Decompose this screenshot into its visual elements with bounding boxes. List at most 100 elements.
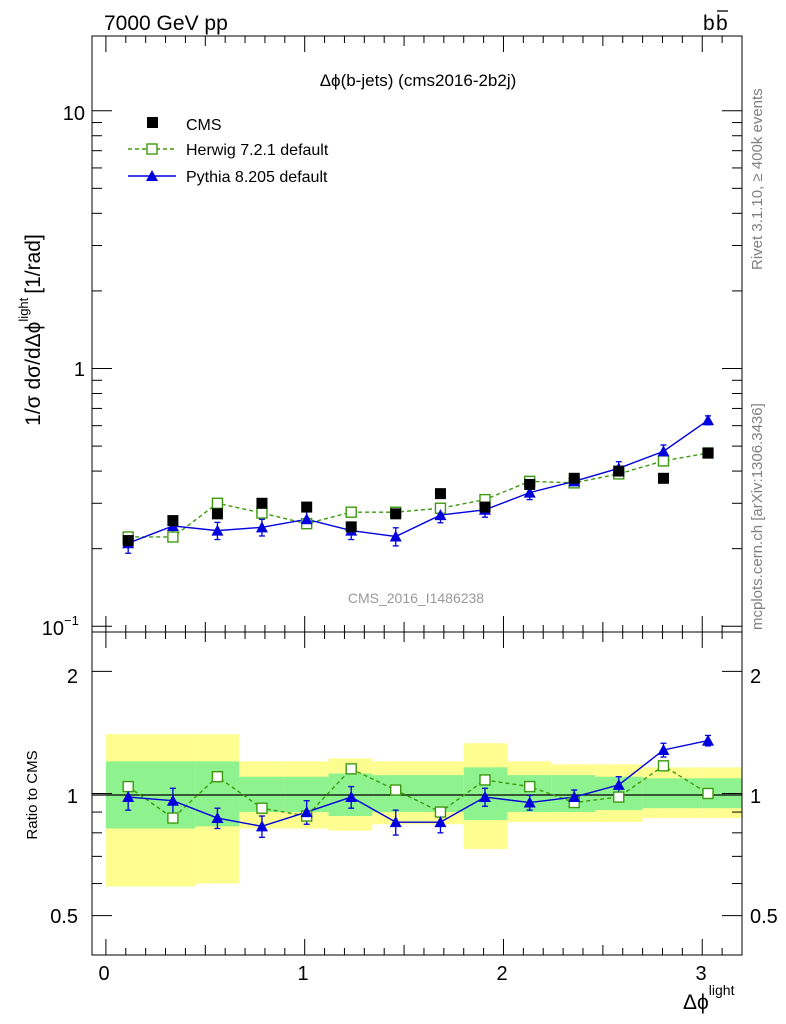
legend-herwig-marker [146,143,158,155]
main-ytick-label-exponent: −1 [64,613,79,628]
cms-point [167,515,179,527]
process-label: b b [703,10,728,35]
herwig-point [256,507,268,519]
main-ylabel-unit: [1/rad] [22,234,45,294]
watermark: CMS_2016_I1486238 [348,590,484,606]
ratio-herwig-point [479,774,491,786]
ratio-herwig-point [657,760,670,772]
xlabel-text: Δϕlight [683,982,735,1014]
ratio-ytick-label-2: 2 [67,666,78,688]
process-label-bbar: b [716,12,728,35]
pythia-point [300,513,313,525]
ratio-ytick-label-0.5: 0.5 [50,906,78,928]
ratio-pythia-point [657,743,670,755]
ratio-ytick-label-1: 1 [67,786,78,808]
xtick-label-1: 1 [297,963,308,985]
main-ytick-label-10: 10 [63,103,85,125]
ratio-ytick-label-right-0.5: 0.5 [750,906,778,928]
herwig-line [128,452,709,538]
ratio-pythia-point [478,791,491,803]
xtick-label-2: 2 [496,963,507,985]
side-label-rivet-text: Rivet 3.1.10, ≥ 400k events [749,88,766,270]
ratio-pythia-point [612,778,625,790]
pythia-point [523,486,536,498]
ratio-ylabel: Ratio to CMS [24,750,41,839]
main-ytick-label-0.1: 10 [42,618,64,640]
main-panel: Δϕ(b-jets) (cms2016-2b2j) CMS_2016_I1486… [16,35,743,640]
cms-point [702,447,714,459]
cms-point [122,535,134,547]
cms-point [657,472,669,484]
ratio-ylabel-text: Ratio to CMS [24,750,41,839]
ratio-pythia-point [568,791,581,803]
ratio-pythia-point [166,794,179,806]
ratio-pythia-point [702,734,715,746]
ratio-herwig-point [524,780,536,793]
ratio-pythia-line [128,739,709,828]
main-series [122,414,715,554]
xlabel-main: Δϕ [683,991,709,1014]
ratio-ytick-label-right-1: 1 [750,786,761,808]
beam-label: 7000 GeV pp [104,12,228,35]
herwig-point [211,497,224,509]
xlabel-sup: light [709,982,735,998]
cms-point [524,478,536,490]
side-label-rivet: Rivet 3.1.10, ≥ 400k events [749,88,766,270]
legend-cms-label: CMS [186,117,222,134]
ratio-panel: 2 1 0.5 2 1 0.5 Ratio to CMS [24,631,778,956]
legend-herwig-label: Herwig 7.2.1 default [186,142,329,159]
main-ylabel-main: 1/σ dσ/dΔϕ [22,322,45,426]
main-ylabel-sup: light [16,297,31,321]
side-label-mcplots: mcplots.cern.ch [arXiv:1306.3436] [749,403,766,630]
ratio-herwig-point [434,806,447,818]
ratio-herwig-point [167,812,179,824]
ratio-ytick-label-right-2: 2 [750,666,761,688]
ratio-herwig-point [122,780,134,793]
cms-point [479,501,491,513]
xtick-label-0: 0 [98,963,109,985]
ratio-herwig-point [702,787,714,800]
pythia-point [657,445,670,457]
pythia-point [434,509,447,521]
ratio-pythia-point [523,796,536,808]
herwig-point [167,531,179,543]
ratio-band-green [372,775,464,813]
ratio-herwig-point [613,791,625,803]
main-ylabel-text: 1/σ dσ/dΔϕlight [1/rad] [16,234,45,426]
cms-point [568,472,580,484]
legend-cms-marker [147,117,158,128]
cms-point [434,488,446,500]
main-ylabel: 1/σ dσ/dΔϕlight [1/rad] [16,234,45,426]
ratio-pythia-point [211,812,224,824]
cms-point [256,497,268,509]
legend-pythia-label: Pythia 8.205 default [186,169,328,186]
ratio-pythia-point [255,820,268,832]
cms-point [613,465,625,477]
pythia-line [127,419,709,544]
ratio-herwig-point [390,784,402,796]
ratio-pythia-point [300,806,313,818]
ratio-series [122,734,715,838]
ratio-herwig-point [211,771,224,783]
cms-point [345,521,357,533]
ratio-pythia-point [434,816,447,828]
pythia-point [702,414,715,426]
herwig-point [345,506,357,518]
ratio-pythia-point [345,791,358,803]
pythia-point [211,524,224,536]
xtick-label-3: 3 [695,963,706,985]
pythia-point [389,530,402,542]
xlabel: Δϕlight [683,982,735,1014]
cms-point [390,508,402,520]
ratio-herwig-point [345,763,357,775]
cms-point [211,508,223,520]
legend-pythia-marker [146,170,158,181]
ratio-herwig-point [256,802,268,814]
ratio-bands [105,734,742,887]
ratio-ticks [92,632,743,956]
main-ticks [92,36,743,632]
cms-point [301,501,313,513]
pythia-point [255,521,268,533]
herwig-point [657,455,670,467]
